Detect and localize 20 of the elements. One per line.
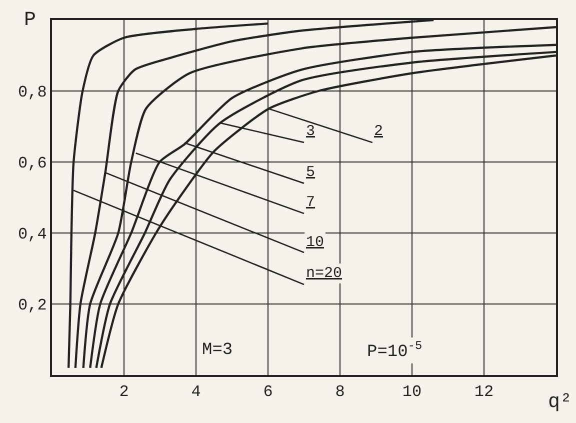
x-tick-label: 2 (119, 383, 129, 402)
y-tick-label: 0,4 (18, 226, 47, 244)
annotation: 10 (306, 234, 324, 251)
x-tick-label: 8 (335, 383, 345, 402)
annotation: n=20 (306, 265, 342, 282)
annotation: M=3 (202, 341, 233, 360)
x-tick-label: 6 (263, 383, 273, 402)
x-axis-title: q² (548, 391, 572, 414)
y-tick-label: 0,8 (18, 84, 47, 102)
y-axis-title: P (24, 9, 36, 32)
x-tick-label: 12 (474, 383, 494, 402)
y-tick-label: 0,6 (18, 154, 47, 173)
annotation: P=10$^{-5}$ (367, 339, 422, 362)
annotation: 7 (306, 194, 316, 211)
annotation: 2 (374, 123, 384, 140)
annotation: 5 (306, 164, 316, 181)
y-tick-label: 0,2 (18, 296, 47, 315)
x-tick-label: 10 (402, 383, 422, 402)
annotation: 3 (306, 123, 316, 140)
x-tick-label: 4 (191, 383, 201, 402)
